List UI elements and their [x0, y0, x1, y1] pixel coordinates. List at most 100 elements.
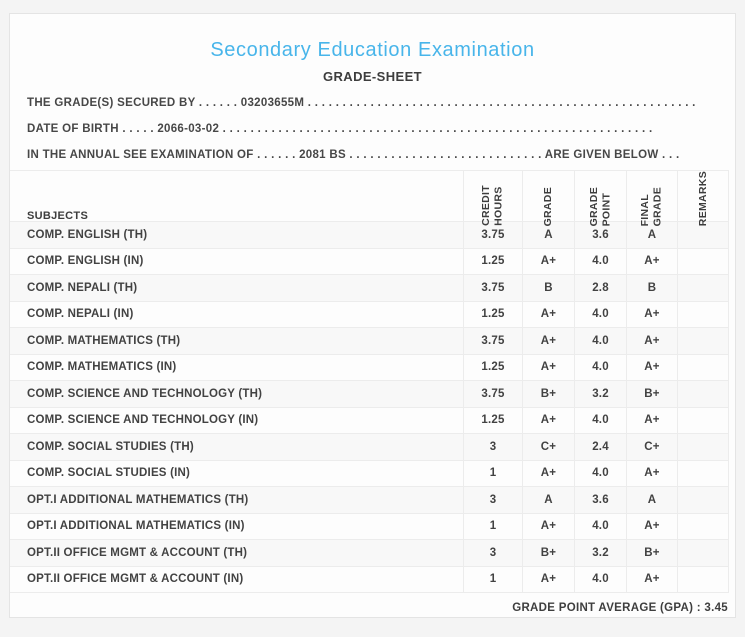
cell-subject: COMP. SCIENCE AND TECHNOLOGY (TH) [27, 387, 263, 400]
cell-remarks [677, 513, 729, 539]
table-row: COMP. SCIENCE AND TECHNOLOGY (TH) 3.75 B+ 3… [10, 381, 729, 408]
cell-grade-point: 3.2 [574, 540, 626, 566]
cell-subject: COMP. NEPALI (TH) [27, 281, 138, 294]
cell-grade-point: 3.6 [574, 222, 626, 248]
cell-credit-hours: 1.25 [463, 301, 522, 327]
cell-final-grade: A+ [626, 354, 677, 380]
cell-credit-hours: 1 [463, 513, 522, 539]
dotted-filler: . . . . . . [195, 97, 241, 109]
table-row: COMP. ENGLISH (IN) 1.25 A+ 4.0 A+ [10, 248, 729, 275]
cell-final-grade: A+ [626, 328, 677, 354]
cell-subject: COMP. NEPALI (IN) [27, 308, 134, 321]
cell-remarks [677, 301, 729, 327]
cell-remarks [677, 566, 729, 592]
cell-grade-point: 4.0 [574, 328, 626, 354]
cell-subject: OPT.I ADDITIONAL MATHEMATICS (TH) [27, 493, 249, 506]
info-label: IN THE ANNUAL SEE EXAMINATION OF [27, 149, 254, 161]
cell-grade-point: 4.0 [574, 248, 626, 274]
student-id-value: 03203655M [240, 97, 305, 109]
info-label: THE GRADE(S) SECURED BY [27, 97, 196, 109]
exam-year-value: 2081 BS [299, 149, 346, 161]
cell-grade: A+ [522, 407, 574, 433]
cell-remarks [677, 487, 729, 513]
cell-final-grade: C+ [626, 434, 677, 460]
date-of-birth-value: 2066-03-02 [157, 123, 220, 135]
cell-grade: B+ [522, 381, 574, 407]
cell-credit-hours: 3 [463, 540, 522, 566]
cell-grade-point: 3.2 [574, 381, 626, 407]
header-grade-point-label: GRADE POINT [587, 186, 613, 227]
cell-grade-point: 3.6 [574, 487, 626, 513]
table-row: OPT.I ADDITIONAL MATHEMATICS (TH) 3 A 3.6 A [10, 487, 729, 514]
info-line-student-id: THE GRADE(S) SECURED BY . . . . . . 0320… [10, 90, 735, 116]
grade-table-body: COMP. ENGLISH (TH) 3.75 A 3.6 A COMP. ENGLISH… [10, 222, 729, 593]
cell-final-grade: A+ [626, 301, 677, 327]
table-row: COMP. ENGLISH (TH) 3.75 A 3.6 A [10, 222, 729, 249]
cell-grade-point: 4.0 [574, 566, 626, 592]
student-info-block: THE GRADE(S) SECURED BY . . . . . . 0320… [10, 90, 735, 168]
cell-grade: A+ [522, 354, 574, 380]
cell-remarks [677, 328, 729, 354]
cell-remarks [677, 381, 729, 407]
header-subjects: SUBJECTS [10, 171, 463, 230]
header-remarks: REMARKS [677, 171, 729, 231]
table-row: COMP. SOCIAL STUDIES (IN) 1 A+ 4.0 A+ [10, 460, 729, 487]
info-suffix: ARE GIVEN BELOW . . . [544, 149, 680, 161]
cell-credit-hours: 3 [463, 434, 522, 460]
cell-grade: A+ [522, 328, 574, 354]
dotted-filler: . . . . . . . . . . . . . . . . . . . . … [304, 97, 696, 109]
cell-remarks [677, 460, 729, 486]
cell-grade: A [522, 487, 574, 513]
table-row: COMP. MATHEMATICS (TH) 3.75 A+ 4.0 A+ [10, 328, 729, 355]
table-row: OPT.II OFFICE MGMT & ACCOUNT (IN) 1 A+ 4.0 A… [10, 566, 729, 593]
table-row: COMP. SOCIAL STUDIES (TH) 3 C+ 2.4 C+ [10, 434, 729, 461]
cell-final-grade: B [626, 275, 677, 301]
info-line-date-of-birth: DATE OF BIRTH . . . . . 2066-03-02 . . .… [10, 116, 735, 142]
cell-credit-hours: 3 [463, 487, 522, 513]
dotted-filler: . . . . . [118, 123, 158, 135]
table-header-row: SUBJECTS CREDIT HOURS GRADE GRADE POINT … [10, 171, 729, 231]
cell-subject: COMP. ENGLISH (TH) [27, 228, 148, 241]
header-subjects-label: SUBJECTS [27, 210, 89, 223]
cell-credit-hours: 1 [463, 566, 522, 592]
header-credit-hours: CREDIT HOURS [463, 171, 522, 231]
cell-grade: A [522, 222, 574, 248]
cell-remarks [677, 248, 729, 274]
cell-final-grade: A+ [626, 460, 677, 486]
cell-subject: COMP. MATHEMATICS (IN) [27, 361, 177, 374]
cell-credit-hours: 1.25 [463, 407, 522, 433]
info-label: DATE OF BIRTH [27, 123, 119, 135]
cell-final-grade: A [626, 487, 677, 513]
cell-final-grade: B+ [626, 381, 677, 407]
table-row: OPT.II OFFICE MGMT & ACCOUNT (TH) 3 B+ 3.2 B… [10, 540, 729, 567]
gpa-value: 3.45 [704, 602, 728, 614]
cell-grade: A+ [522, 566, 574, 592]
cell-grade-point: 4.0 [574, 460, 626, 486]
cell-subject: COMP. SOCIAL STUDIES (IN) [27, 467, 191, 480]
grade-table: SUBJECTS CREDIT HOURS GRADE GRADE POINT … [10, 170, 729, 593]
dotted-filler: . . . . . . . . . . . . . . . . . . . . … [219, 123, 653, 135]
cell-grade-point: 2.4 [574, 434, 626, 460]
cell-final-grade: A [626, 222, 677, 248]
cell-final-grade: A+ [626, 248, 677, 274]
header-final-grade: FINAL GRADE [626, 171, 677, 231]
dotted-filler: . . . . . . [253, 149, 300, 161]
cell-remarks [677, 222, 729, 248]
cell-grade-point: 4.0 [574, 407, 626, 433]
cell-final-grade: A+ [626, 513, 677, 539]
cell-credit-hours: 3.75 [463, 275, 522, 301]
cell-remarks [677, 407, 729, 433]
gpa-footer: GRADE POINT AVERAGE (GPA) : 3.45 [10, 602, 735, 614]
header-grade-label: GRADE [542, 186, 555, 227]
header-grade: GRADE [522, 171, 574, 231]
header-grade-point: GRADE POINT [574, 171, 626, 231]
cell-final-grade: A+ [626, 566, 677, 592]
cell-final-grade: B+ [626, 540, 677, 566]
cell-subject: COMP. SOCIAL STUDIES (TH) [27, 440, 194, 453]
cell-subject: COMP. ENGLISH (IN) [27, 255, 144, 268]
cell-grade: C+ [522, 434, 574, 460]
cell-grade-point: 2.8 [574, 275, 626, 301]
cell-grade-point: 4.0 [574, 301, 626, 327]
cell-credit-hours: 3.75 [463, 222, 522, 248]
header-final-grade-label: FINAL GRADE [639, 186, 664, 227]
